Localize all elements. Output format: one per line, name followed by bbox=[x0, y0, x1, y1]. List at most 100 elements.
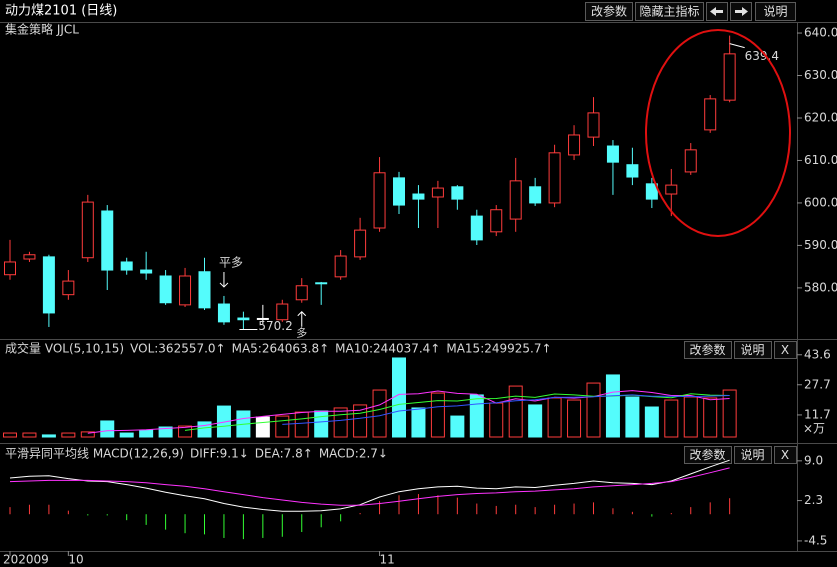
button[interactable]: 说明 bbox=[755, 2, 796, 21]
candle-body bbox=[23, 254, 36, 260]
button-prev[interactable] bbox=[706, 2, 728, 21]
panel-title: 成交量 VOL(5,10,15) bbox=[5, 341, 124, 356]
candle-body bbox=[42, 256, 55, 314]
candle-body bbox=[256, 317, 269, 320]
button-frame bbox=[774, 446, 797, 464]
button-label: 说明 bbox=[740, 342, 764, 357]
legend-entry: DIFF:9.1↓ bbox=[190, 447, 249, 461]
button-next[interactable] bbox=[730, 2, 752, 21]
candle-body bbox=[140, 269, 153, 274]
y-tick-label: 9.0 bbox=[804, 453, 823, 467]
volume-bar bbox=[469, 394, 484, 438]
y-tick-label: 11.7 bbox=[804, 407, 831, 421]
volume-bar bbox=[644, 406, 659, 438]
button[interactable]: X bbox=[774, 446, 797, 464]
candle-body bbox=[509, 180, 522, 220]
y-tick-label: -4.5 bbox=[804, 533, 827, 547]
x-tick-label: 202009 bbox=[3, 553, 49, 567]
button[interactable]: X bbox=[774, 341, 797, 359]
candle-body bbox=[62, 280, 75, 296]
ma-line bbox=[9, 467, 730, 506]
candle-body bbox=[645, 183, 658, 200]
signal-arrow bbox=[219, 271, 229, 288]
volume-bar bbox=[333, 407, 348, 438]
legend-entry: MA15:249925.7↑ bbox=[446, 342, 551, 356]
volume-bar bbox=[372, 389, 387, 438]
candle-body bbox=[587, 112, 600, 138]
y-tick-label: 640.0 bbox=[804, 26, 837, 40]
candle-body bbox=[704, 98, 717, 131]
candle-body bbox=[276, 303, 289, 321]
volume-bar bbox=[430, 392, 445, 438]
volume-bar bbox=[314, 410, 329, 438]
button-label: 隐藏主指标 bbox=[639, 4, 699, 19]
header-title: 动力煤2101 (日线) bbox=[5, 4, 117, 19]
button-label: 说明 bbox=[763, 4, 787, 19]
candle-body bbox=[665, 184, 678, 195]
volume-bar bbox=[547, 397, 562, 438]
volume-bar bbox=[119, 432, 134, 438]
candle-body bbox=[470, 215, 483, 241]
legend-entry: DEA:7.8↑ bbox=[255, 447, 313, 461]
candle-body bbox=[684, 149, 697, 173]
candle-body bbox=[217, 303, 230, 323]
y-tick-label: 630.0 bbox=[804, 68, 837, 82]
signal-arrow bbox=[297, 311, 307, 327]
candle-body bbox=[4, 261, 16, 276]
y-tick-label: 2.3 bbox=[804, 493, 823, 507]
candle-body bbox=[179, 275, 192, 306]
volume-bar bbox=[61, 432, 76, 438]
button-label: 改参数 bbox=[591, 4, 627, 19]
volume-bar bbox=[664, 399, 679, 438]
button-frame bbox=[684, 446, 732, 464]
candle-body bbox=[393, 177, 405, 206]
candle-body bbox=[431, 187, 444, 198]
volume-bar bbox=[605, 374, 620, 438]
highlight-ellipse bbox=[645, 29, 791, 237]
candle-body bbox=[159, 275, 172, 304]
x-tick-label: 10 bbox=[68, 553, 83, 567]
button-frame bbox=[755, 2, 796, 21]
y-tick-label: 27.7 bbox=[804, 377, 831, 391]
volume-bar bbox=[255, 416, 270, 438]
volume-bar bbox=[41, 434, 56, 438]
candle-body bbox=[548, 152, 561, 204]
y-tick-label: 610.0 bbox=[804, 153, 837, 167]
volume-bar bbox=[508, 385, 523, 438]
candle-body bbox=[334, 255, 347, 278]
candle-body bbox=[101, 210, 114, 271]
legend-entry: MACD:2.7↓ bbox=[319, 447, 388, 461]
volume-bar bbox=[178, 425, 193, 438]
button[interactable]: 隐藏主指标 bbox=[635, 2, 704, 21]
candle-body bbox=[529, 186, 542, 204]
volume-bar bbox=[625, 396, 640, 438]
button[interactable]: 改参数 bbox=[684, 446, 732, 464]
ma-line bbox=[9, 459, 730, 512]
button-label: X bbox=[781, 343, 789, 357]
panel-title: 平滑异同平均线 MACD(12,26,9) bbox=[5, 447, 184, 461]
button-frame bbox=[734, 446, 772, 464]
candle-body bbox=[626, 164, 639, 178]
candle-body bbox=[237, 317, 250, 321]
button[interactable]: 改参数 bbox=[585, 2, 633, 21]
button-label: 改参数 bbox=[689, 447, 725, 462]
arrow-left-icon bbox=[710, 7, 723, 16]
button[interactable]: 说明 bbox=[734, 446, 772, 464]
volume-bar bbox=[450, 415, 465, 438]
volume-bar bbox=[216, 405, 231, 438]
annotation-leader bbox=[729, 43, 745, 49]
candle-body bbox=[568, 134, 581, 156]
volume-bar bbox=[139, 429, 154, 438]
y-tick-label: 580.0 bbox=[804, 280, 837, 294]
button-frame bbox=[734, 341, 772, 359]
volume-bar bbox=[411, 407, 426, 438]
volume-bar bbox=[683, 396, 698, 438]
candle-body bbox=[412, 193, 425, 200]
volume-bar bbox=[3, 432, 17, 438]
button[interactable]: 说明 bbox=[734, 341, 772, 359]
arrow-right-icon bbox=[735, 7, 748, 16]
candle-body bbox=[451, 186, 464, 200]
signal-label: 平多 bbox=[219, 255, 243, 269]
button[interactable]: 改参数 bbox=[684, 341, 732, 359]
